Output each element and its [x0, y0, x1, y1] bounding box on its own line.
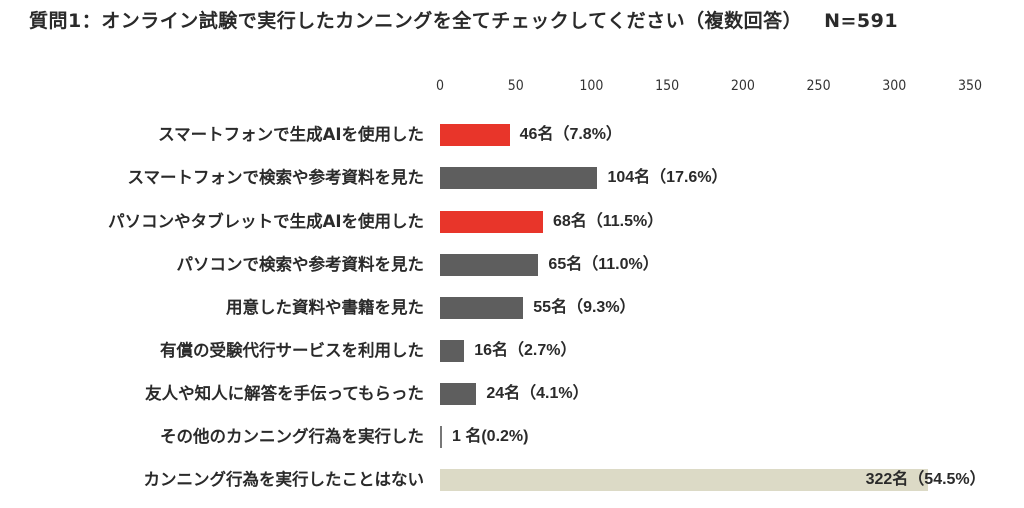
bar	[440, 167, 598, 189]
value-label: 24名（4.1%）	[486, 385, 589, 402]
value-label: 68名（11.5%）	[552, 213, 664, 230]
bar-row: 友人や知人に解答を手伝ってもらった 24名（4.1%）	[0, 383, 1024, 405]
value-label: 65名（11.0%）	[548, 256, 659, 273]
sample-size: N=591	[824, 10, 899, 32]
bar-row: パソコンで検索や参考資料を見た 65名（11.0%）	[0, 254, 1024, 276]
value-label: 1 名(0.2%)	[452, 428, 529, 445]
category-label: パソコンで検索や参考資料を見た	[176, 255, 425, 274]
chart-title: 質問1：オンライン試験で実行したカンニングを全てチェックしてください（複数回答）…	[29, 6, 898, 33]
x-tick-label: 50	[507, 78, 524, 94]
bar	[440, 124, 510, 146]
value-label: 104名（17.6%）	[607, 169, 728, 186]
category-label: スマートフォンで生成AIを使用した	[158, 125, 424, 144]
bar	[440, 469, 928, 491]
bar-row: カンニング行為を実行したことはない 322名（54.5%）	[0, 469, 1024, 491]
bar	[440, 426, 442, 448]
category-label: パソコンやタブレットで生成AIを使用した	[108, 212, 424, 231]
x-tick-label: 150	[655, 78, 680, 94]
bar-row: 有償の受験代行サービスを利用した 16名（2.7%）	[0, 340, 1024, 362]
x-tick-label: 100	[579, 78, 604, 94]
bar	[440, 254, 539, 276]
category-label: スマートフォンで検索や参考資料を見た	[127, 168, 424, 187]
bar	[440, 211, 543, 233]
bar-row: 用意した資料や書籍を見た 55名（9.3%）	[0, 297, 1024, 319]
x-tick-label: 0	[435, 78, 445, 94]
category-label: その他のカンニング行為を実行した	[160, 427, 424, 446]
bar	[440, 383, 477, 405]
value-label: 322名（54.5%）	[865, 471, 986, 488]
x-tick-label: 250	[806, 78, 831, 94]
category-label: 有償の受験代行サービスを利用した	[160, 341, 424, 360]
bar-row: その他のカンニング行為を実行した 1 名(0.2%)	[0, 426, 1024, 448]
category-label: カンニング行為を実行したことはない	[143, 470, 425, 489]
question-text: 質問1：オンライン試験で実行したカンニングを全てチェックしてください（複数回答）	[29, 10, 803, 32]
bar-row: スマートフォンで検索や参考資料を見た 104名（17.6%）	[0, 167, 1024, 189]
value-label: 16名（2.7%）	[474, 342, 577, 359]
category-label: 用意した資料や書籍を見た	[226, 298, 424, 317]
x-tick-label: 350	[957, 78, 983, 94]
category-label: 友人や知人に解答を手伝ってもらった	[145, 384, 424, 403]
bar	[440, 297, 524, 319]
bar	[440, 340, 465, 362]
x-tick-label: 200	[730, 78, 755, 94]
value-label: 55名（9.3%）	[533, 299, 636, 316]
x-tick-label: 300	[882, 78, 907, 94]
bar-row: パソコンやタブレットで生成AIを使用した 68名（11.5%）	[0, 211, 1024, 233]
value-label: 46名（7.8%）	[519, 126, 622, 143]
bar-row: スマートフォンで生成AIを使用した 46名（7.8%）	[0, 124, 1024, 146]
